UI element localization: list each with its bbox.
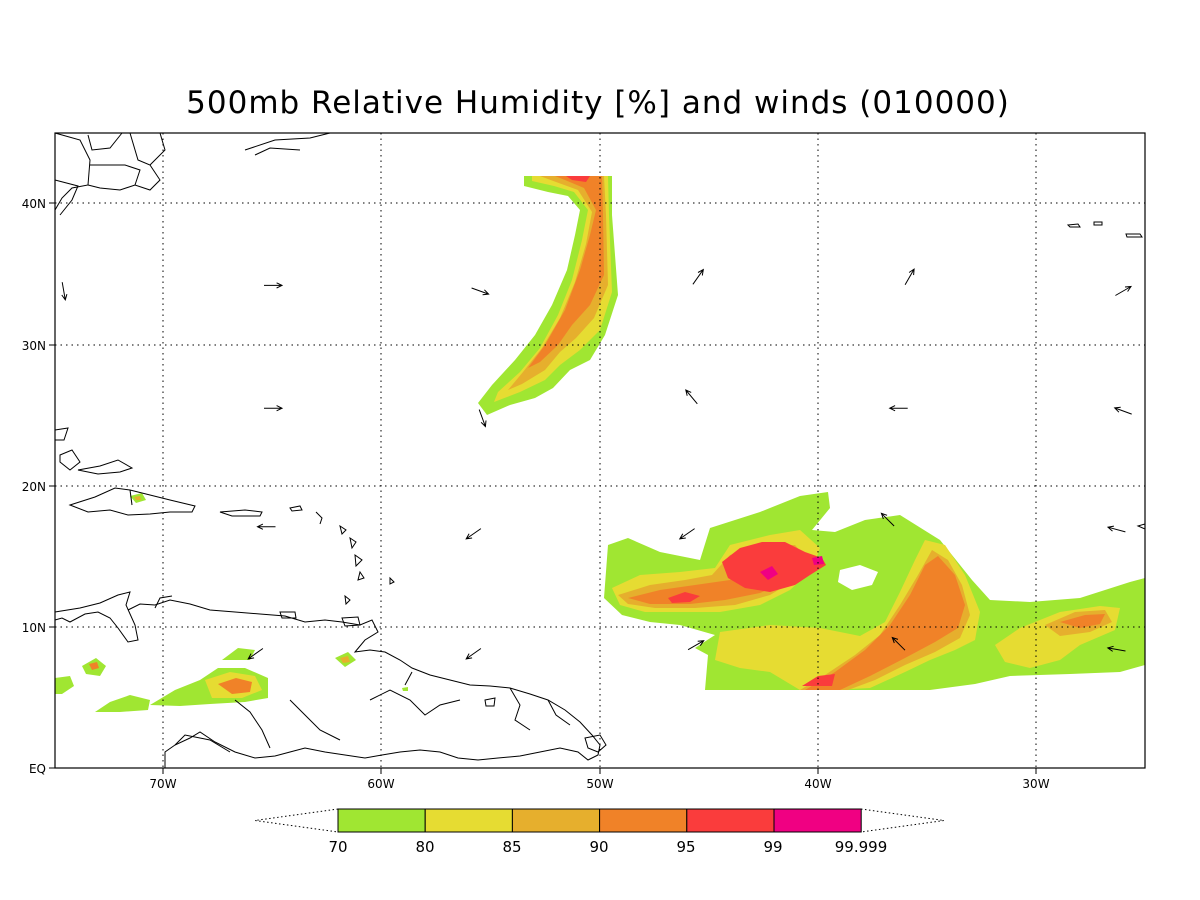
lat-label-30n: 30N	[22, 339, 46, 353]
colorbar-label-95: 95	[676, 838, 695, 856]
colorbar-label-99999: 99.999	[835, 838, 888, 856]
wind-arrow-2	[471, 287, 490, 296]
wind-arrow-8	[685, 389, 698, 405]
wind-arrow-3	[692, 268, 704, 285]
lon-label-60w: 60W	[367, 777, 394, 791]
humidity-region-east	[604, 492, 1145, 690]
wind-arrow-7	[478, 409, 487, 428]
colorbar: 70 80 85 90 95 99 99.999	[254, 808, 945, 856]
lon-label-30w: 30W	[1022, 777, 1049, 791]
colorbar-label-80: 80	[415, 838, 434, 856]
lon-label-50w: 50W	[586, 777, 613, 791]
wind-arrow-19	[891, 636, 906, 651]
lon-label-40w: 40W	[804, 777, 831, 791]
wind-arrow-1	[264, 282, 284, 289]
wind-arrow-5	[1115, 285, 1133, 296]
wind-arrow-20	[1106, 645, 1126, 652]
colorbar-label-70: 70	[328, 838, 347, 856]
colorbar-swatch-5	[686, 808, 775, 833]
wind-arrow-18	[687, 640, 705, 651]
colorbar-swatch-2	[424, 808, 513, 833]
colorbar-label-90: 90	[589, 838, 608, 856]
axis-ticks	[49, 202, 1037, 774]
colorbar-swatch-1	[337, 808, 426, 833]
wind-vectors	[61, 268, 1133, 660]
wind-arrow-6	[264, 405, 284, 412]
lat-label-10n: 10N	[22, 621, 46, 635]
lat-label-20n: 20N	[22, 480, 46, 494]
humidity-patches-west	[55, 493, 408, 712]
wind-arrow-9	[888, 405, 908, 412]
wind-arrow-17	[465, 648, 482, 660]
wind-arrow-10	[1113, 406, 1132, 415]
colorbar-swatch-3	[511, 808, 601, 833]
wind-arrow-11	[256, 523, 276, 530]
wind-arrow-16	[247, 648, 264, 660]
lon-labels: 70W 60W 50W 40W 30W	[149, 777, 1049, 791]
humidity-plume-north	[478, 176, 618, 415]
wind-arrow-12	[465, 528, 482, 540]
colorbar-swatch-4	[599, 808, 688, 833]
lat-label-40n: 40N	[22, 197, 46, 211]
wind-arrow-13	[678, 528, 695, 540]
colorbar-swatch-6	[773, 808, 862, 833]
wind-arrow-4	[904, 268, 915, 285]
map-title: 500mb Relative Humidity [%] and winds (0…	[186, 85, 1010, 121]
plot-area	[54, 132, 1146, 769]
colorbar-label-99: 99	[763, 838, 782, 856]
coastlines	[54, 132, 1146, 768]
lat-label-eq: EQ	[29, 762, 46, 776]
wind-arrow-21	[61, 282, 68, 302]
colorbar-label-85: 85	[502, 838, 521, 856]
lon-label-70w: 70W	[149, 777, 176, 791]
wind-arrow-15	[1106, 525, 1126, 533]
lat-labels: 40N 30N 20N 10N EQ	[22, 197, 46, 776]
wind-arrow-14	[880, 512, 895, 527]
graticule	[55, 133, 1145, 768]
